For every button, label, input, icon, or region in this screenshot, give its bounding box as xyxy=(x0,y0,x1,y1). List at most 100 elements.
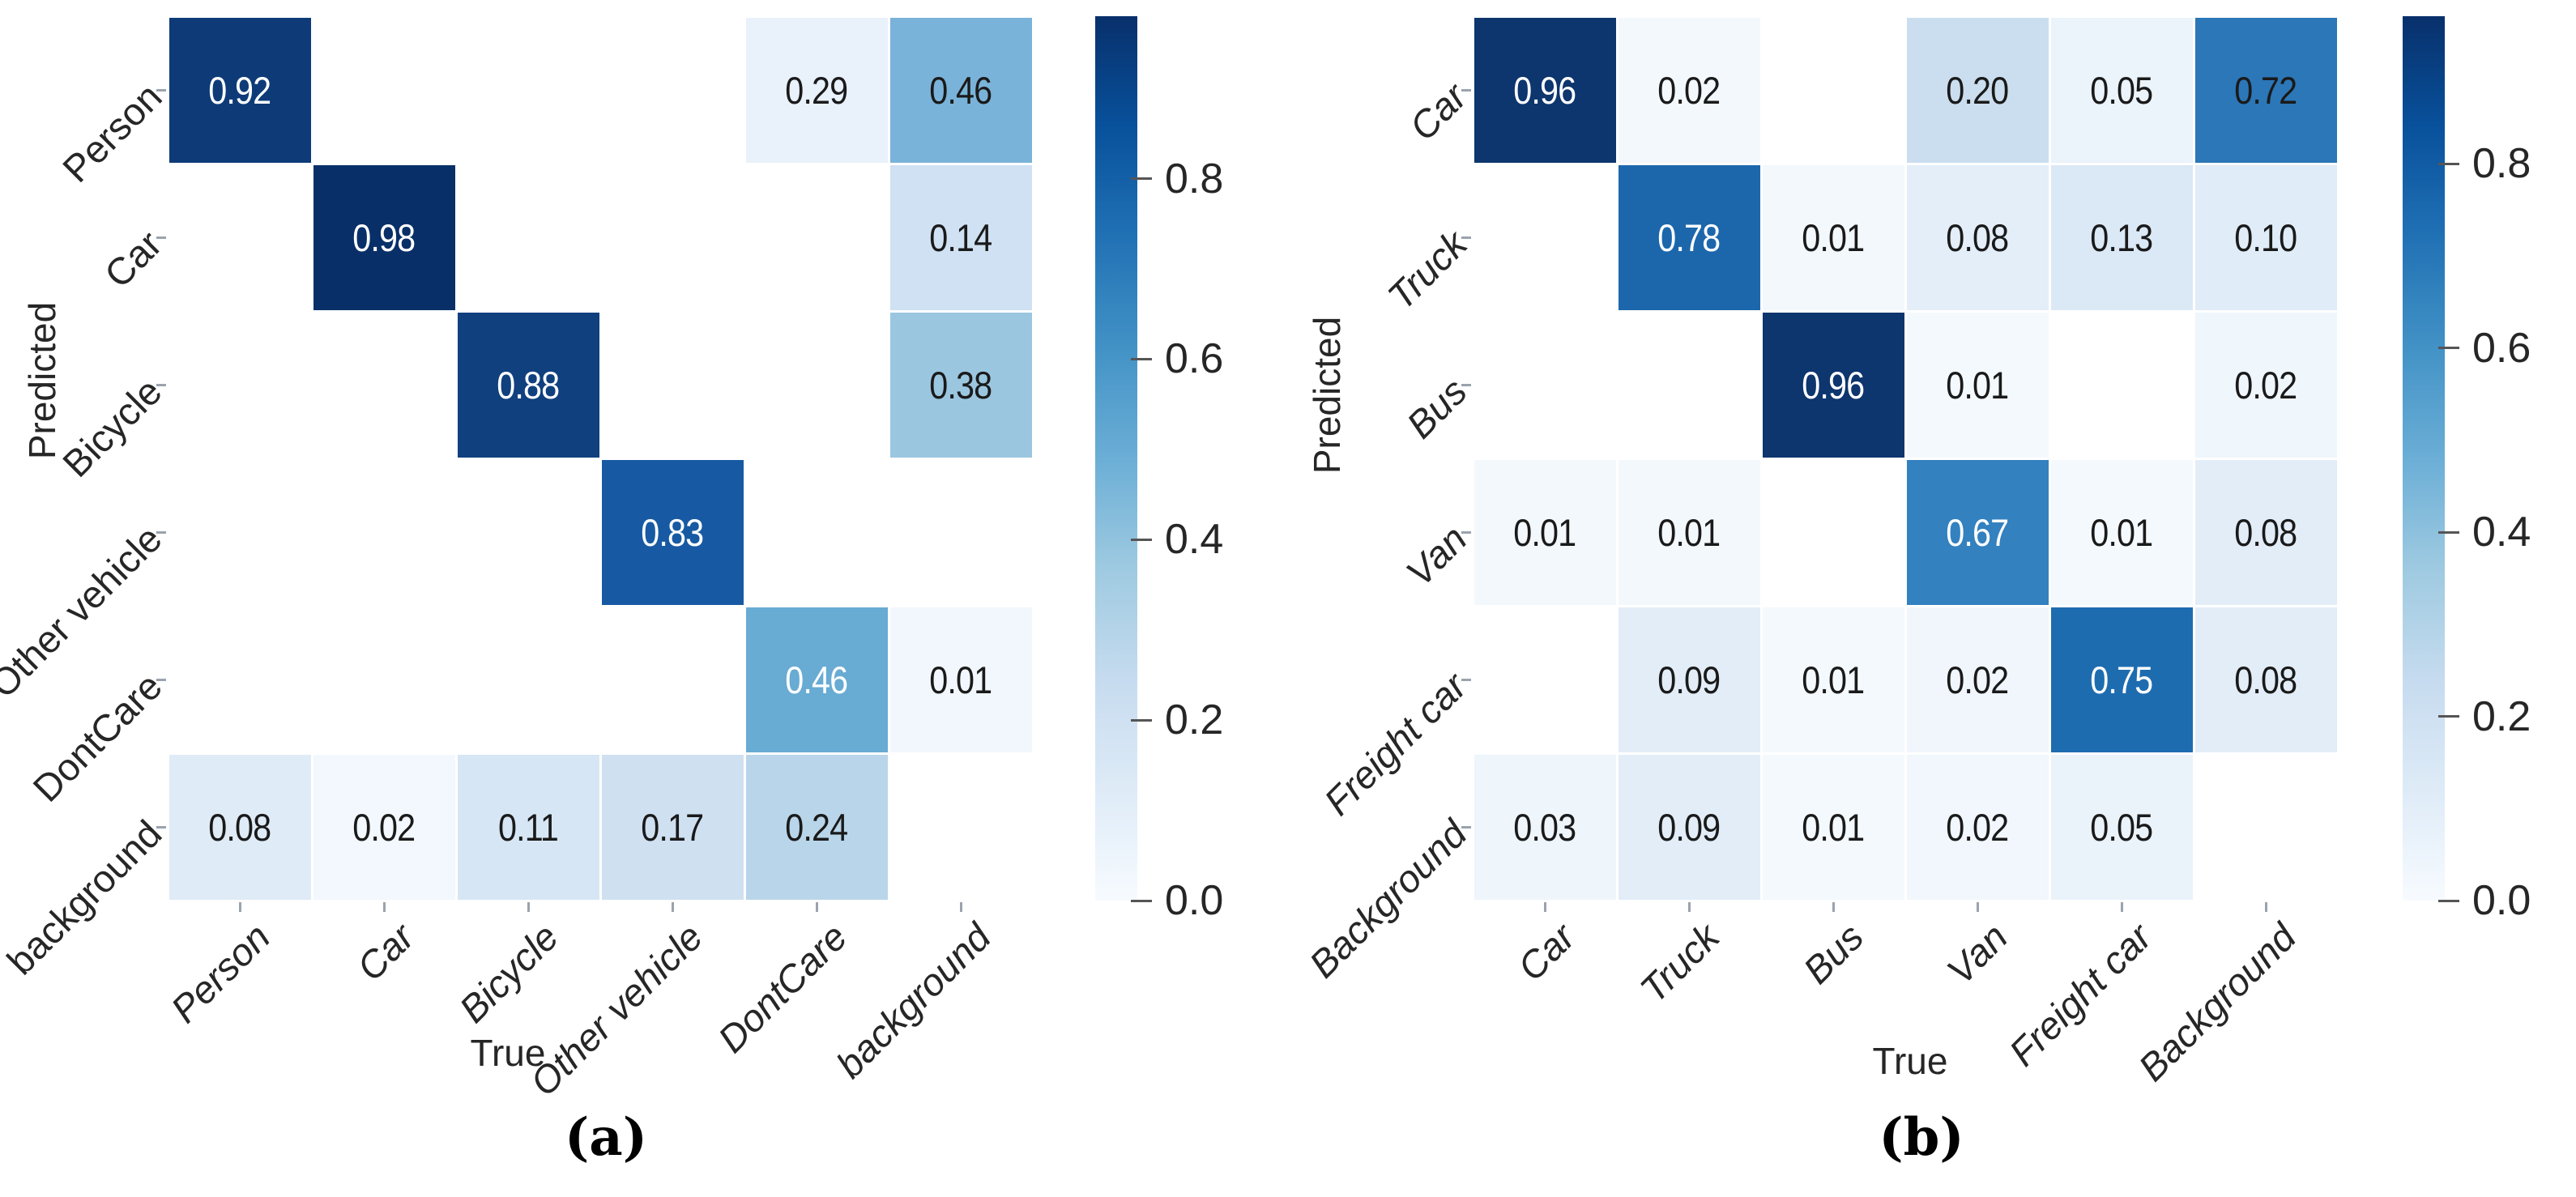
y-axis-tick xyxy=(1461,89,1471,92)
x-axis-tick xyxy=(672,902,674,912)
colorbar-tick xyxy=(2438,715,2459,718)
y-tick-label: Car xyxy=(1401,75,1475,149)
cell-value: 0.08 xyxy=(2234,658,2297,701)
cell-value: 0.92 xyxy=(208,68,271,112)
x-axis-tick xyxy=(383,902,386,912)
cell-value: 0.01 xyxy=(1946,363,2009,407)
heatmap-cell: 0.01 xyxy=(889,607,1032,752)
y-axis-tick xyxy=(156,826,166,829)
heatmap-cell: 0.08 xyxy=(1906,164,2049,310)
heatmap-cell: 0.01 xyxy=(1762,607,1904,752)
cell-value: 0.11 xyxy=(498,805,559,849)
x-axis-tick xyxy=(2265,902,2267,912)
x-axis-tick xyxy=(816,902,818,912)
y-axis-title-b: Predicted xyxy=(1306,316,1348,475)
heatmap-cell: 0.88 xyxy=(457,312,599,458)
cell-value: 0.75 xyxy=(2090,658,2153,701)
heatmap-cell: 0.75 xyxy=(2050,607,2193,752)
heatmap-cell: 0.10 xyxy=(2194,164,2337,310)
x-axis-title-a: True xyxy=(470,1032,546,1074)
cell-value: 0.83 xyxy=(641,510,704,554)
heatmap-cell: 0.02 xyxy=(2194,312,2337,458)
y-tick-label: Bicycle xyxy=(53,369,170,486)
colorbar-tick-label: 0.4 xyxy=(1165,516,1224,564)
y-axis-tick xyxy=(1461,236,1471,239)
heatmap-cell: 0.01 xyxy=(2050,459,2193,605)
heatmap-cell: 0.02 xyxy=(1618,17,1760,163)
heatmap-cell: 0.02 xyxy=(1906,607,2049,752)
y-tick-label: Freight car xyxy=(1316,664,1475,824)
cell-value: 0.08 xyxy=(208,805,271,849)
heatmap-cell: 0.05 xyxy=(2050,754,2193,900)
cell-value: 0.01 xyxy=(1802,805,1865,849)
cell-value: 0.17 xyxy=(641,805,704,849)
y-axis-tick xyxy=(1461,531,1471,534)
heatmap-cell: 0.67 xyxy=(1906,459,2049,605)
colorbar-tick xyxy=(1131,177,1152,181)
cell-value: 0.08 xyxy=(2234,510,2297,554)
y-axis-tick xyxy=(1461,384,1471,386)
colorbar-tick-label: 0.8 xyxy=(2472,140,2531,187)
cell-value: 0.96 xyxy=(1802,363,1865,407)
heatmap-cell: 0.14 xyxy=(889,164,1032,310)
colorbar-tick-label: 0.2 xyxy=(2472,692,2531,740)
heatmap-cell: 0.11 xyxy=(457,754,599,900)
colorbar xyxy=(1095,16,1137,901)
cell-value: 0.05 xyxy=(2090,805,2153,849)
y-axis-tick xyxy=(1461,679,1471,681)
colorbar-tick xyxy=(2438,899,2459,902)
x-tick-label: Car xyxy=(348,914,423,989)
heatmap-cell: 0.98 xyxy=(313,164,455,310)
cell-value: 0.38 xyxy=(929,363,992,407)
cell-value: 0.02 xyxy=(352,805,416,849)
y-tick-label: DontCare xyxy=(24,664,170,810)
colorbar-tick-label: 0.0 xyxy=(2472,877,2531,924)
colorbar-tick xyxy=(1131,718,1152,722)
x-axis-tick xyxy=(527,902,530,912)
cell-value: 0.96 xyxy=(1513,68,1576,112)
cell-value: 0.01 xyxy=(2090,510,2153,554)
heatmap-cell: 0.09 xyxy=(1618,754,1760,900)
x-axis-tick xyxy=(960,902,962,912)
y-tick-label: Person xyxy=(53,75,170,191)
y-axis-title-a: Predicted xyxy=(21,301,63,460)
colorbar-tick xyxy=(1131,357,1152,360)
heatmap-cell: 0.01 xyxy=(1618,459,1760,605)
colorbar xyxy=(2403,16,2445,901)
heatmap-cell: 0.96 xyxy=(1474,17,1616,163)
heatmap-cell: 0.24 xyxy=(745,754,888,900)
cell-value: 0.14 xyxy=(929,215,992,259)
cell-value: 0.10 xyxy=(2234,215,2297,259)
x-axis-tick xyxy=(1544,902,1546,912)
subfigure-caption-a: (a) xyxy=(564,1107,648,1168)
y-tick-label: Van xyxy=(1397,517,1475,594)
cell-value: 0.03 xyxy=(1513,805,1576,849)
y-tick-label: Background xyxy=(1300,811,1475,986)
x-tick-label: Truck xyxy=(1631,914,1728,1011)
cell-value: 0.01 xyxy=(1802,215,1865,259)
cell-value: 0.20 xyxy=(1946,68,2009,112)
cell-value: 0.98 xyxy=(352,215,416,259)
heatmap-cell: 0.08 xyxy=(2194,459,2337,605)
x-axis-title-b: True xyxy=(1872,1040,1948,1082)
colorbar-tick-label: 0.8 xyxy=(1165,155,1224,202)
cell-value: 0.24 xyxy=(785,805,848,849)
y-axis-tick xyxy=(156,679,166,681)
heatmap-cell: 0.72 xyxy=(2194,17,2337,163)
cell-value: 0.29 xyxy=(785,68,848,112)
y-tick-label: Car xyxy=(96,222,170,296)
y-axis-tick xyxy=(1461,826,1471,829)
colorbar-tick xyxy=(2438,530,2459,534)
heatmap-cell: 0.01 xyxy=(1762,754,1904,900)
y-tick-label: Bus xyxy=(1397,369,1475,447)
cell-value: 0.02 xyxy=(1946,805,2009,849)
heatmap-cell: 0.13 xyxy=(2050,164,2193,310)
y-axis-tick xyxy=(156,384,166,386)
cell-value: 0.46 xyxy=(929,68,992,112)
x-axis-tick xyxy=(1688,902,1691,912)
heatmap-cell: 0.05 xyxy=(2050,17,2193,163)
cell-value: 0.78 xyxy=(1657,215,1721,259)
x-tick-label: Freight car xyxy=(2001,914,2160,1075)
cell-value: 0.13 xyxy=(2090,215,2153,259)
y-axis-tick xyxy=(156,89,166,92)
